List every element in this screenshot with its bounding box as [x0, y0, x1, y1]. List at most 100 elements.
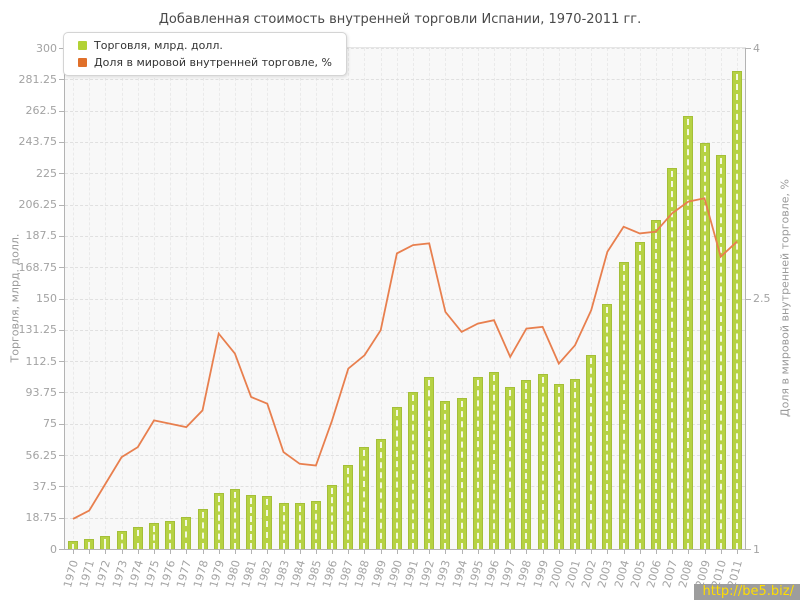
y-axis-left-tick-label: 37.5: [32, 479, 58, 493]
trade-bar-1976: [165, 521, 176, 549]
gridline-value: [65, 392, 745, 394]
bar-center-stripe: [120, 534, 123, 549]
y-axis-left-tick-label: 168.75: [18, 260, 58, 274]
trade-bar-1974: [132, 527, 143, 549]
x-axis-tickmark: [153, 549, 155, 554]
y-axis-left-tick-label: 56.25: [25, 448, 58, 462]
y-axis-left-tickmark: [59, 392, 65, 394]
x-axis-tickmark: [299, 549, 301, 554]
y-axis-left-tickmark: [59, 48, 65, 49]
x-axis-tickmark: [251, 549, 253, 554]
trade-bar-1993: [440, 401, 451, 549]
y-axis-left-tickmark: [59, 298, 65, 300]
bar-center-stripe: [428, 379, 431, 549]
x-axis-tickmark: [121, 549, 123, 554]
trade-bar-1971: [84, 538, 95, 549]
x-axis-tickmark: [105, 549, 107, 554]
y-axis-left-tickmark: [59, 141, 65, 143]
y-axis-left-tick-label: 18.75: [25, 511, 58, 525]
bar-center-stripe: [88, 541, 91, 549]
trade-bar-1992: [424, 376, 435, 549]
bar-center-stripe: [412, 395, 415, 549]
gridline-value: [65, 486, 745, 488]
trade-bar-2007: [667, 168, 678, 549]
bar-center-stripe: [444, 404, 447, 549]
bar-center-stripe: [638, 244, 641, 549]
x-axis-tickmark: [73, 549, 74, 554]
legend-label-share: Доля в мировой внутренней торговле, %: [94, 56, 332, 69]
y-axis-left-tick-label: 0: [50, 542, 57, 556]
trade-bar-1979: [213, 493, 224, 549]
y-axis-left-tickmark: [59, 110, 65, 112]
y-axis-left-tickmark: [59, 517, 65, 519]
trade-bar-1977: [181, 517, 192, 549]
y-axis-left-tickmark: [59, 455, 65, 457]
x-axis-tickmark: [267, 549, 269, 554]
bar-center-stripe: [72, 543, 74, 549]
y-axis-right-tickmark: [745, 298, 751, 300]
bar-center-stripe: [282, 506, 285, 549]
x-axis-tickmark: [623, 549, 625, 554]
gridline-value: [65, 110, 745, 112]
bar-center-stripe: [152, 526, 155, 549]
trade-bar-2003: [602, 303, 613, 549]
y-axis-left-tick-label: 131.25: [18, 323, 58, 337]
bar-center-stripe: [541, 376, 544, 549]
y-axis-left-tickmark: [59, 329, 65, 331]
gridline-value: [65, 48, 745, 49]
x-axis-tickmark: [89, 549, 91, 554]
bar-center-stripe: [557, 386, 560, 549]
share-line-layer: [72, 197, 738, 520]
y-axis-right-tick-label: 4: [753, 41, 760, 55]
bar-center-stripe: [719, 157, 722, 549]
trade-bar-1981: [246, 494, 257, 549]
x-axis-tickmark: [380, 549, 382, 554]
y-axis-right-tick-label: 2.5: [753, 292, 771, 305]
x-axis-tickmark: [332, 549, 334, 554]
bar-center-stripe: [460, 400, 463, 549]
bar-center-stripe: [606, 306, 609, 549]
gridline-value: [65, 235, 745, 237]
trade-bar-2011: [731, 71, 742, 549]
bar-center-stripe: [233, 491, 236, 549]
x-axis-tickmark: [283, 549, 285, 554]
x-axis-tickmark: [348, 549, 350, 554]
trade-bar-1973: [116, 531, 127, 549]
watermark-link[interactable]: http://be5.biz/: [694, 584, 800, 600]
bar-center-stripe: [250, 497, 253, 549]
plot-area: 1970 1971 1972 1973 1974 1975 1976 1977 1978 1979…: [19, 42, 771, 590]
bar-center-stripe: [525, 383, 528, 549]
y-axis-right-title: Доля в мировой внутренней торговле, %: [778, 179, 792, 417]
x-axis-tickmark: [477, 549, 479, 554]
x-axis-tickmark: [461, 549, 463, 554]
bar-center-stripe: [136, 530, 139, 549]
y-axis-left-tickmark: [59, 423, 65, 425]
bar-center-stripe: [687, 119, 690, 549]
trade-bar-1999: [537, 373, 548, 549]
trade-bar-1975: [148, 523, 159, 549]
x-axis-tickmark: [494, 549, 495, 554]
x-axis-tickmark: [607, 549, 609, 554]
trade-bar-1985: [310, 500, 321, 549]
trade-bar-1984: [294, 503, 305, 549]
x-axis-tickmark: [655, 549, 657, 554]
x-axis-tickmark: [688, 549, 690, 554]
y-axis-left-tick-label: 150: [36, 292, 57, 305]
bar-center-stripe: [185, 520, 188, 549]
y-axis-left-tick-label: 225: [36, 166, 57, 180]
trade-bar-1996: [489, 371, 499, 549]
gridline-value: [65, 517, 745, 519]
bar-center-stripe: [201, 511, 204, 549]
trade-bar-2008: [683, 116, 694, 549]
x-axis-tickmark: [558, 549, 560, 554]
y-axis-left-tickmark: [59, 204, 65, 206]
chart-legend: Торговля, млрд. долл. Доля в мировой вну…: [63, 32, 347, 76]
y-axis-left-tickmark: [59, 267, 65, 269]
trade-bar-2006: [650, 220, 661, 549]
x-axis-tickmark: [218, 549, 220, 554]
gridline-value: [65, 173, 745, 175]
bar-center-stripe: [363, 450, 366, 549]
x-axis-tickmark: [591, 549, 593, 554]
bar-center-stripe: [217, 496, 220, 549]
